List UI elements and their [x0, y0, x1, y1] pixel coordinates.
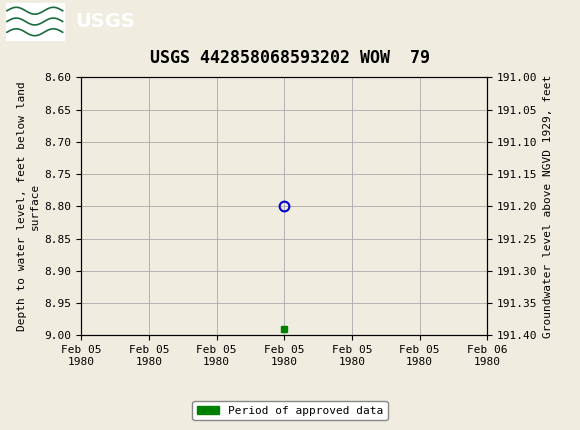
- Bar: [6, 3, 64, 40]
- Text: USGS 442858068593202 WOW  79: USGS 442858068593202 WOW 79: [150, 49, 430, 67]
- Text: USGS: USGS: [75, 12, 135, 31]
- Y-axis label: Groundwater level above NGVD 1929, feet: Groundwater level above NGVD 1929, feet: [543, 75, 553, 338]
- Y-axis label: Depth to water level, feet below land
surface: Depth to water level, feet below land su…: [17, 82, 41, 331]
- Legend: Period of approved data: Period of approved data: [193, 401, 387, 420]
